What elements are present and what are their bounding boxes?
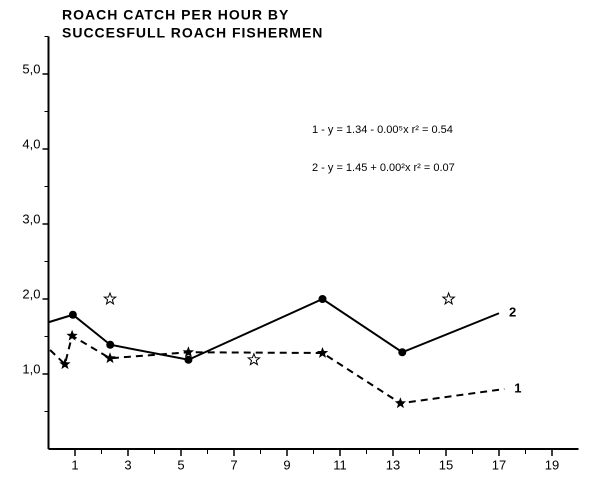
point bbox=[316, 347, 329, 358]
y-tick-label: 3,0 bbox=[22, 211, 40, 226]
scatter-point bbox=[102, 291, 118, 306]
point bbox=[68, 310, 77, 319]
point bbox=[394, 397, 407, 409]
x-tick-label: 5 bbox=[177, 457, 184, 472]
point bbox=[104, 352, 116, 364]
point bbox=[59, 358, 71, 370]
chart-title: ROACH CATCH PER HOUR BY bbox=[62, 7, 289, 23]
x-tick-label: 15 bbox=[439, 457, 453, 472]
point bbox=[398, 348, 407, 357]
x-tick-label: 13 bbox=[386, 457, 400, 472]
y-tick-label: 4,0 bbox=[22, 136, 40, 151]
x-tick-label: 17 bbox=[492, 457, 506, 472]
y-tick-label: 1,0 bbox=[22, 361, 40, 376]
point bbox=[66, 329, 78, 341]
x-tick-label: 7 bbox=[230, 457, 237, 472]
annotation: 2 - y = 1.45 + 0.00²x r² = 0.07 bbox=[312, 162, 455, 174]
scatter-point bbox=[441, 291, 456, 306]
chart-title: SUCCESFULL ROACH FISHERMEN bbox=[62, 25, 323, 41]
point bbox=[318, 295, 327, 303]
x-tick-label: 19 bbox=[545, 457, 559, 472]
x-tick-label: 3 bbox=[124, 457, 131, 472]
point bbox=[184, 355, 193, 364]
x-tick-label: 9 bbox=[283, 457, 290, 472]
annotation: 1 - y = 1.34 - 0.00⁵x r² = 0.54 bbox=[312, 124, 453, 136]
x-tick-label: 1 bbox=[71, 457, 78, 472]
series-line bbox=[49, 334, 505, 405]
series-line bbox=[48, 297, 500, 361]
y-tick-label: 2,0 bbox=[22, 286, 40, 301]
y-tick-label: 5,0 bbox=[22, 61, 40, 76]
point bbox=[182, 346, 195, 358]
series-label: 2 bbox=[509, 305, 516, 320]
scatter-point bbox=[246, 352, 261, 366]
point bbox=[106, 340, 115, 349]
x-tick-label: 11 bbox=[333, 457, 347, 472]
series-label: 1 bbox=[514, 380, 521, 395]
